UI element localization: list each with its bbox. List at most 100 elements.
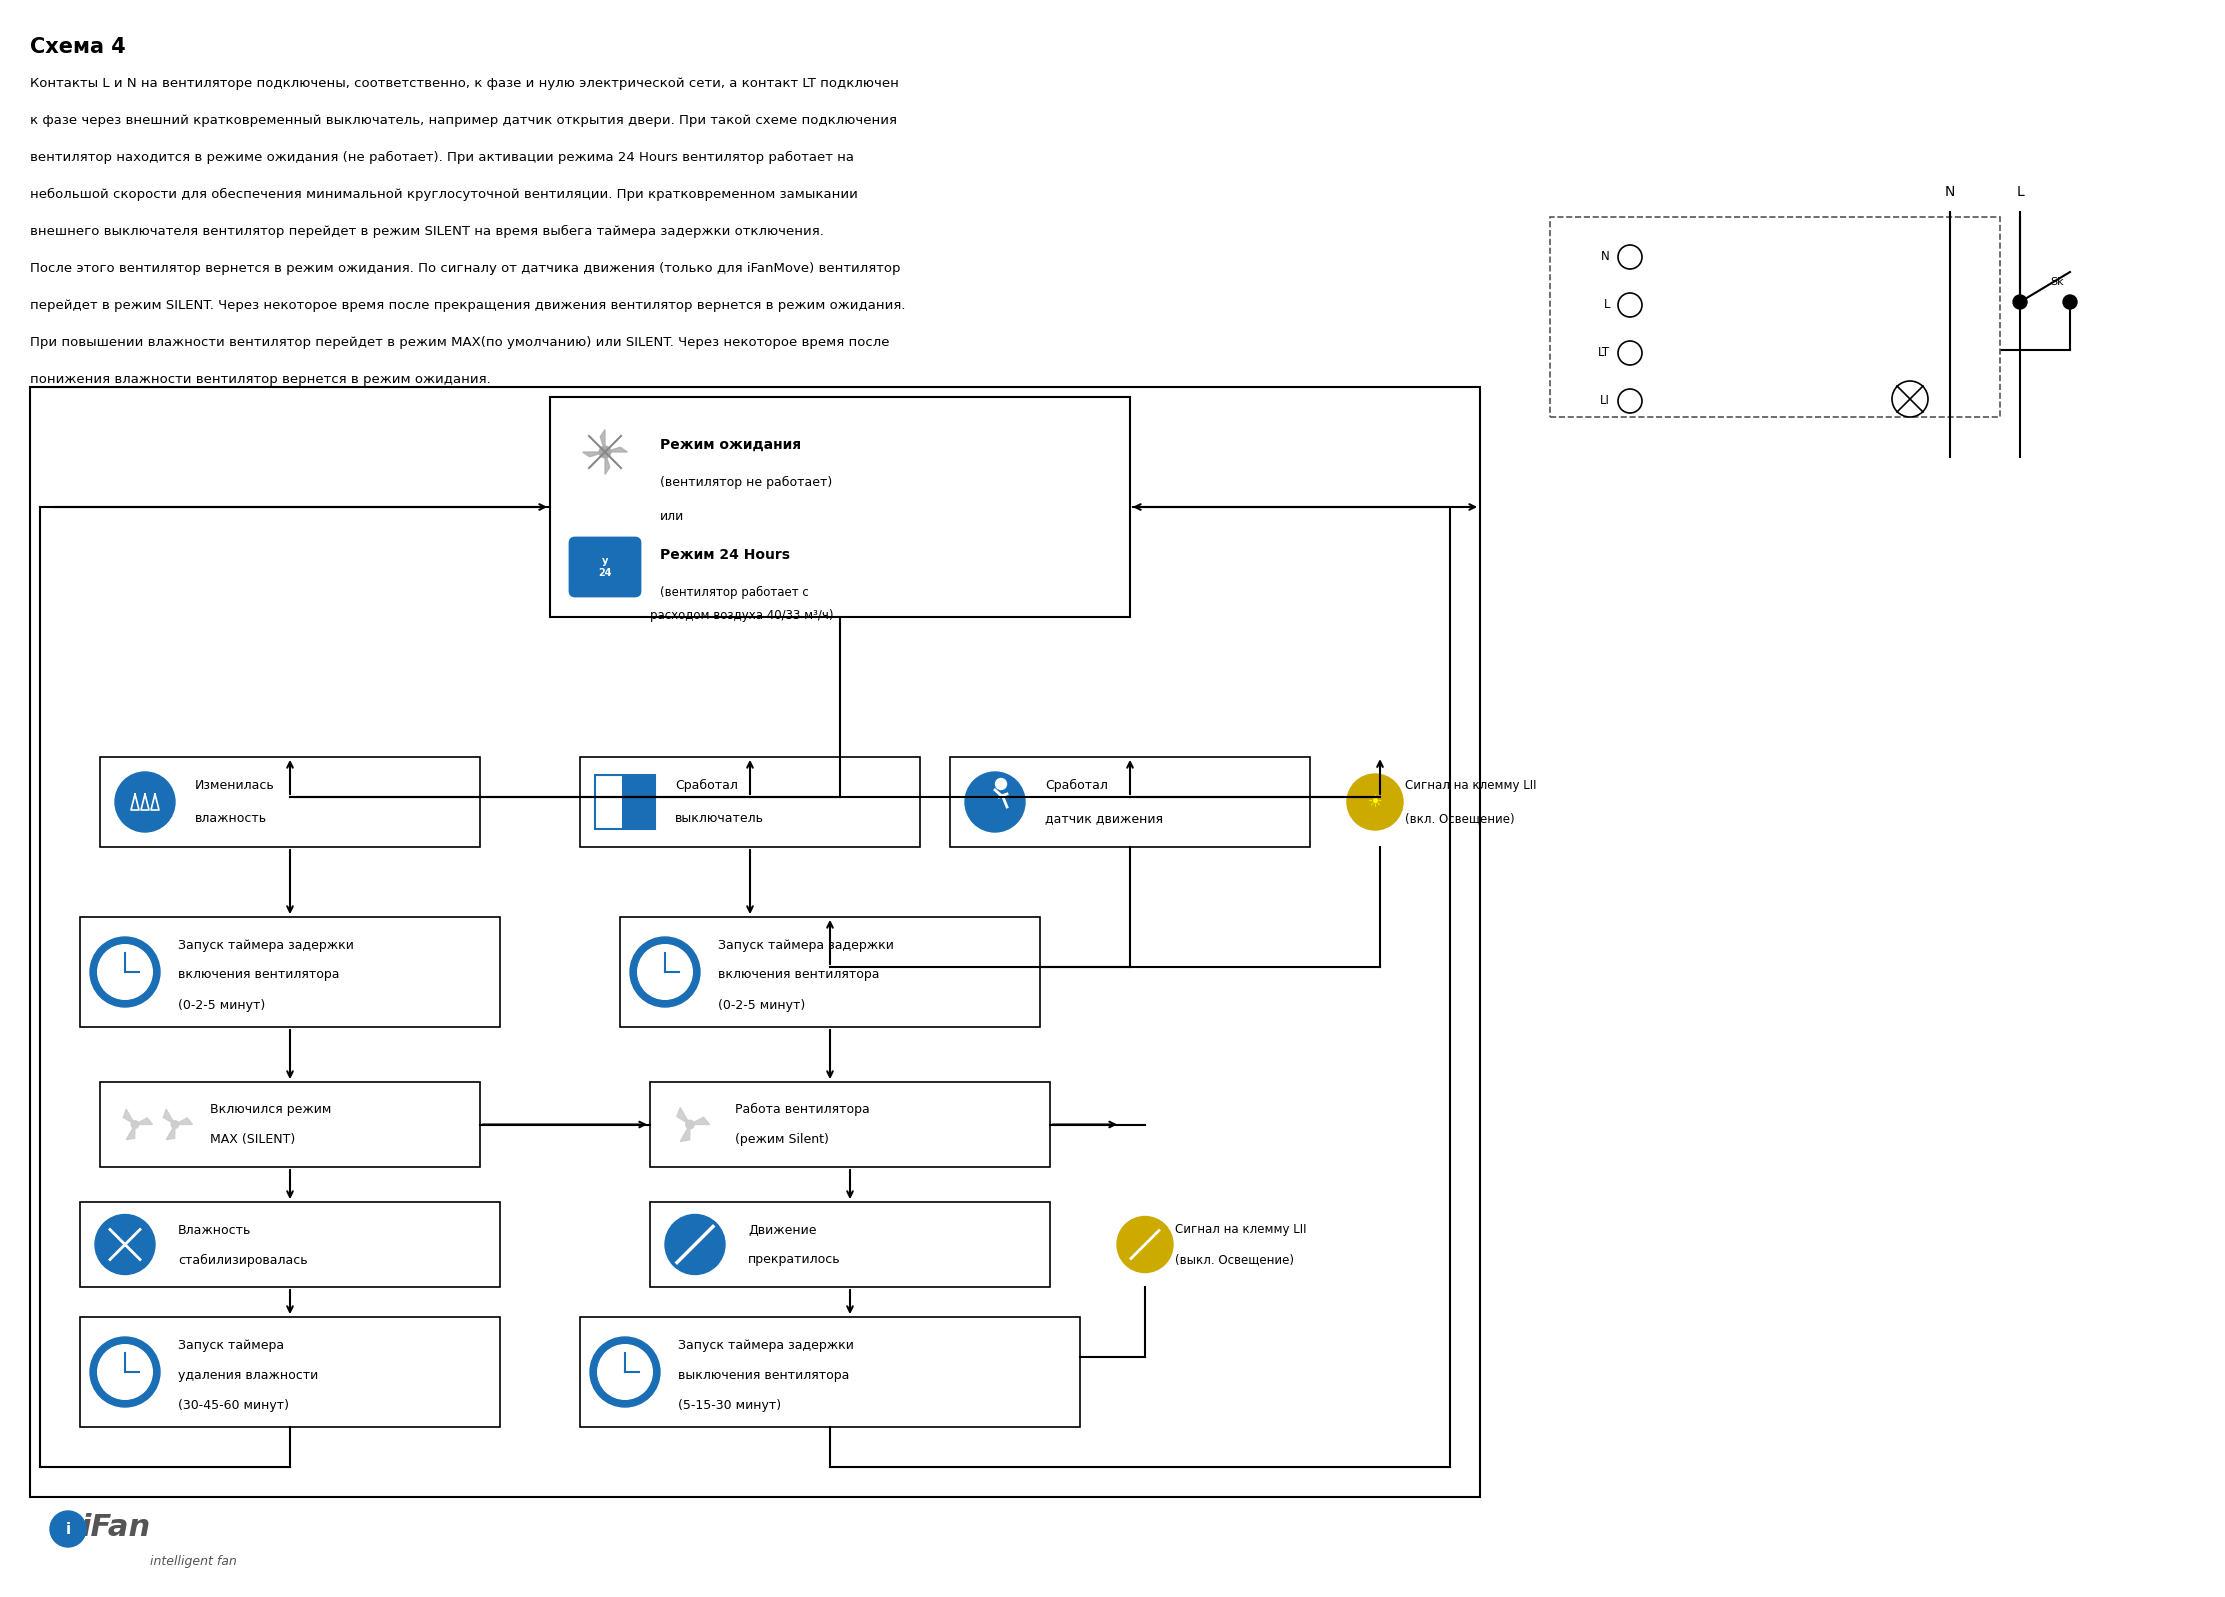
Text: Запуск таймера задержки: Запуск таймера задержки	[178, 939, 354, 952]
Text: Изменилась: Изменилась	[196, 778, 274, 792]
Circle shape	[1618, 342, 1642, 366]
FancyBboxPatch shape	[581, 757, 919, 846]
Text: выключения вентилятора: выключения вентилятора	[679, 1369, 850, 1381]
Text: LI: LI	[1600, 394, 1611, 407]
Polygon shape	[605, 447, 627, 452]
Circle shape	[599, 446, 610, 458]
Text: После этого вентилятор вернется в режим ожидания. По сигналу от датчика движения: После этого вентилятор вернется в режим …	[29, 262, 901, 275]
Text: Режим ожидания: Режим ожидания	[661, 438, 801, 452]
Text: влажность: влажность	[196, 813, 267, 826]
Text: Запуск таймера задержки: Запуск таймера задержки	[719, 939, 894, 952]
FancyBboxPatch shape	[80, 1203, 501, 1287]
Text: (вкл. Освещение): (вкл. Освещение)	[1404, 813, 1515, 826]
Text: При повышении влажности вентилятор перейдет в режим MAX(по умолчанию) или SILENT: При повышении влажности вентилятор перей…	[29, 335, 890, 350]
Text: Контакты L и N на вентиляторе подключены, соответственно, к фазе и нулю электрич: Контакты L и N на вентиляторе подключены…	[29, 77, 899, 89]
Text: N: N	[1945, 185, 1956, 200]
FancyBboxPatch shape	[650, 1203, 1050, 1287]
Text: Запуск таймера задержки: Запуск таймера задержки	[679, 1338, 854, 1351]
Circle shape	[96, 1214, 156, 1274]
Circle shape	[89, 1337, 160, 1407]
Text: MAX (SILENT): MAX (SILENT)	[209, 1134, 296, 1147]
Text: небольшой скорости для обеспечения минимальной круглосуточной вентиляции. При кр: небольшой скорости для обеспечения миним…	[29, 188, 859, 201]
Text: Работа вентилятора: Работа вентилятора	[734, 1102, 870, 1116]
Polygon shape	[122, 1110, 136, 1124]
Text: внешнего выключателя вентилятор перейдет в режим SILENT на время выбега таймера : внешнего выключателя вентилятор перейдет…	[29, 225, 823, 238]
Polygon shape	[601, 430, 605, 452]
Polygon shape	[676, 1108, 690, 1124]
Polygon shape	[690, 1118, 710, 1124]
Polygon shape	[167, 1124, 176, 1140]
FancyBboxPatch shape	[100, 757, 481, 846]
Circle shape	[89, 937, 160, 1008]
Text: iFan: iFan	[80, 1512, 151, 1541]
FancyBboxPatch shape	[550, 398, 1130, 616]
Polygon shape	[681, 1124, 690, 1142]
Text: у
24: у 24	[599, 556, 612, 578]
Text: (режим Silent): (режим Silent)	[734, 1134, 830, 1147]
Text: стабилизировалась: стабилизировалась	[178, 1254, 307, 1266]
Text: Sk: Sk	[2049, 276, 2063, 287]
Circle shape	[1618, 390, 1642, 414]
Circle shape	[639, 945, 692, 1000]
Circle shape	[630, 937, 701, 1008]
FancyBboxPatch shape	[1551, 217, 2000, 417]
Text: расходом воздуха 40/33 м³/ч): расходом воздуха 40/33 м³/ч)	[650, 608, 834, 621]
Circle shape	[1618, 244, 1642, 268]
Text: Запуск таймера: Запуск таймера	[178, 1338, 285, 1351]
Text: перейдет в режим SILENT. Через некоторое время после прекращения движения вентил: перейдет в режим SILENT. Через некоторое…	[29, 299, 906, 311]
Text: Сработал: Сработал	[1046, 778, 1108, 792]
FancyBboxPatch shape	[80, 917, 501, 1027]
FancyBboxPatch shape	[950, 757, 1311, 846]
FancyBboxPatch shape	[594, 775, 654, 829]
Text: (0-2-5 минут): (0-2-5 минут)	[719, 998, 805, 1011]
Text: (0-2-5 минут): (0-2-5 минут)	[178, 998, 265, 1011]
Polygon shape	[605, 452, 610, 474]
FancyBboxPatch shape	[581, 1318, 1079, 1428]
Circle shape	[665, 1214, 725, 1274]
Text: понижения влажности вентилятор вернется в режим ожидания.: понижения влажности вентилятор вернется …	[29, 374, 492, 386]
Text: удаления влажности: удаления влажности	[178, 1369, 318, 1381]
Circle shape	[116, 771, 176, 832]
FancyBboxPatch shape	[100, 1083, 481, 1167]
Circle shape	[685, 1121, 694, 1129]
FancyBboxPatch shape	[570, 538, 641, 596]
Text: выключатель: выключатель	[674, 813, 763, 826]
Circle shape	[98, 1345, 151, 1399]
Circle shape	[49, 1511, 87, 1547]
Text: L: L	[1604, 299, 1611, 311]
Text: Сигнал на клемму LII: Сигнал на клемму LII	[1175, 1223, 1306, 1236]
FancyBboxPatch shape	[650, 1083, 1050, 1167]
Text: датчик движения: датчик движения	[1046, 813, 1164, 826]
Circle shape	[966, 771, 1026, 832]
Text: включения вентилятора: включения вентилятора	[719, 968, 879, 982]
FancyBboxPatch shape	[80, 1318, 501, 1428]
Text: (5-15-30 минут): (5-15-30 минут)	[679, 1399, 781, 1412]
Text: к фазе через внешний кратковременный выключатель, например датчик открытия двери: к фазе через внешний кратковременный вык…	[29, 113, 897, 128]
Polygon shape	[176, 1118, 194, 1124]
Text: Влажность: Влажность	[178, 1223, 251, 1236]
FancyBboxPatch shape	[623, 775, 654, 829]
Polygon shape	[583, 452, 605, 457]
Circle shape	[995, 778, 1006, 789]
Text: или: или	[661, 511, 685, 524]
Polygon shape	[127, 1124, 136, 1140]
Text: (вентилятор работает с: (вентилятор работает с	[661, 586, 808, 599]
Circle shape	[131, 1121, 138, 1127]
Text: ☀: ☀	[1368, 794, 1382, 811]
Circle shape	[2063, 295, 2076, 308]
Text: Сработал: Сработал	[674, 778, 739, 792]
Circle shape	[1891, 382, 1929, 417]
Text: (выкл. Освещение): (выкл. Освещение)	[1175, 1254, 1295, 1266]
Circle shape	[590, 1337, 661, 1407]
Text: вентилятор находится в режиме ожидания (не работает). При активации режима 24 Ho: вентилятор находится в режиме ожидания (…	[29, 152, 854, 164]
Text: LT: LT	[1598, 347, 1611, 359]
Text: прекратилось: прекратилось	[748, 1254, 841, 1266]
Text: Сигнал на клемму LII: Сигнал на клемму LII	[1404, 778, 1537, 792]
Text: Движение: Движение	[748, 1223, 817, 1236]
Polygon shape	[136, 1118, 154, 1124]
Text: Включился режим: Включился режим	[209, 1104, 332, 1116]
Text: N: N	[1602, 251, 1611, 264]
Circle shape	[599, 1345, 652, 1399]
Circle shape	[2014, 295, 2027, 308]
Text: i: i	[65, 1522, 71, 1536]
